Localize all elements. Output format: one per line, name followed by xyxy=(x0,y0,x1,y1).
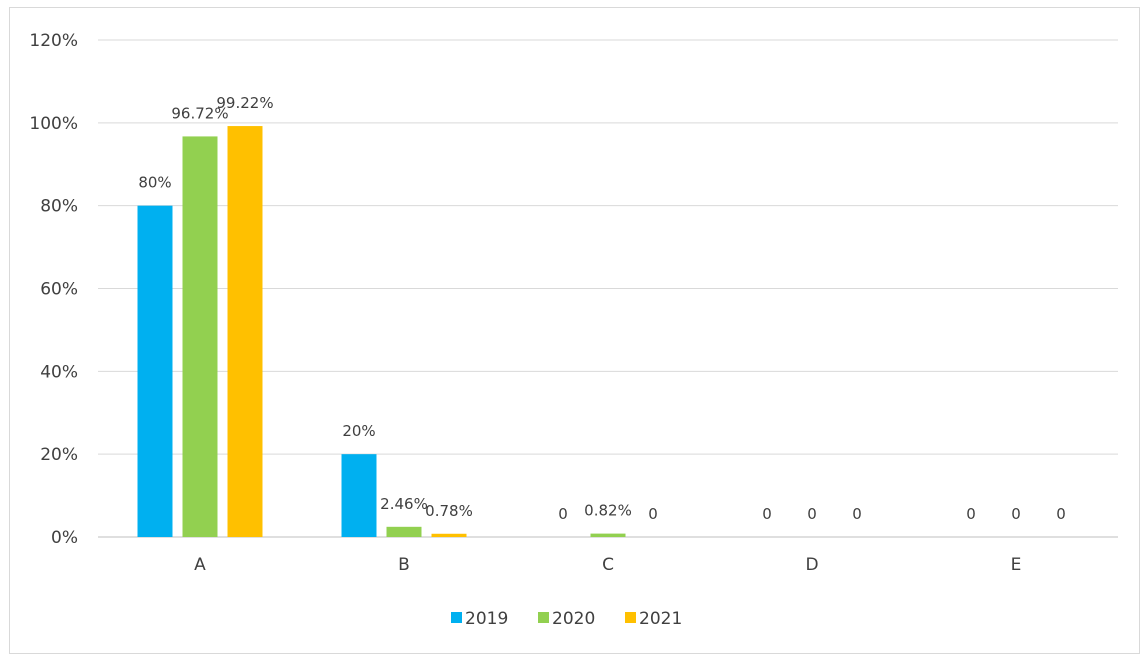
data-label-B-2019: 20% xyxy=(342,422,375,440)
y-tick-label: 120% xyxy=(29,31,78,51)
x-tick-label: A xyxy=(194,555,206,575)
data-label-D-2019: 0 xyxy=(762,505,772,523)
bar-A-2019 xyxy=(137,205,173,537)
legend-swatch-2020 xyxy=(538,612,549,623)
y-tick-label: 20% xyxy=(40,445,78,465)
x-tick-label: D xyxy=(805,555,818,575)
legend-swatch-2021 xyxy=(625,612,636,623)
legend-label-2019: 2019 xyxy=(465,609,508,629)
bar-A-2020 xyxy=(182,136,218,537)
data-label-C-2020: 0.82% xyxy=(584,502,632,520)
data-label-E-2020: 0 xyxy=(1011,505,1021,523)
y-tick-label: 40% xyxy=(40,362,78,382)
bar-B-2021 xyxy=(431,533,467,537)
data-label-A-2021: 99.22% xyxy=(216,94,273,112)
legend: 2019 2020 2021 xyxy=(451,609,682,629)
x-tick-labels: A B C D E xyxy=(194,555,1021,575)
legend-label-2020: 2020 xyxy=(552,609,595,629)
bars xyxy=(137,126,626,537)
bar-B-2019 xyxy=(341,454,377,537)
y-tick-labels: 0% 20% 40% 60% 80% 100% 120% xyxy=(29,31,78,548)
bar-B-2020 xyxy=(386,526,422,537)
bar-A-2021 xyxy=(227,126,263,537)
data-label-B-2021: 0.78% xyxy=(425,502,473,520)
data-label-B-2020: 2.46% xyxy=(380,495,428,513)
data-labels: 80% 96.72%99.22% 20% 2.46%0.78% 0 0.82% 0 0 0 0 0 0… xyxy=(138,94,1065,523)
data-label-E-2019: 0 xyxy=(966,505,976,523)
x-tick-label: B xyxy=(398,555,410,575)
data-label-D-2020: 0 xyxy=(807,505,817,523)
x-tick-label: C xyxy=(602,555,614,575)
data-label-C-2021: 0 xyxy=(648,505,658,523)
gridlines xyxy=(98,39,1118,538)
legend-swatch-2019 xyxy=(451,612,462,623)
y-tick-label: 60% xyxy=(40,280,78,300)
legend-label-2021: 2021 xyxy=(639,609,682,629)
x-tick-label: E xyxy=(1011,555,1022,575)
data-label-D-2021: 0 xyxy=(852,505,862,523)
data-label-E-2021: 0 xyxy=(1056,505,1066,523)
y-tick-label: 80% xyxy=(40,197,78,217)
bar-C-2020 xyxy=(590,533,626,537)
data-label-A-2019: 80% xyxy=(138,174,171,192)
y-tick-label: 0% xyxy=(51,528,78,548)
y-tick-label: 100% xyxy=(29,114,78,134)
data-label-C-2019: 0 xyxy=(558,505,568,523)
data-label-A-2020: 96.72% xyxy=(171,104,228,122)
